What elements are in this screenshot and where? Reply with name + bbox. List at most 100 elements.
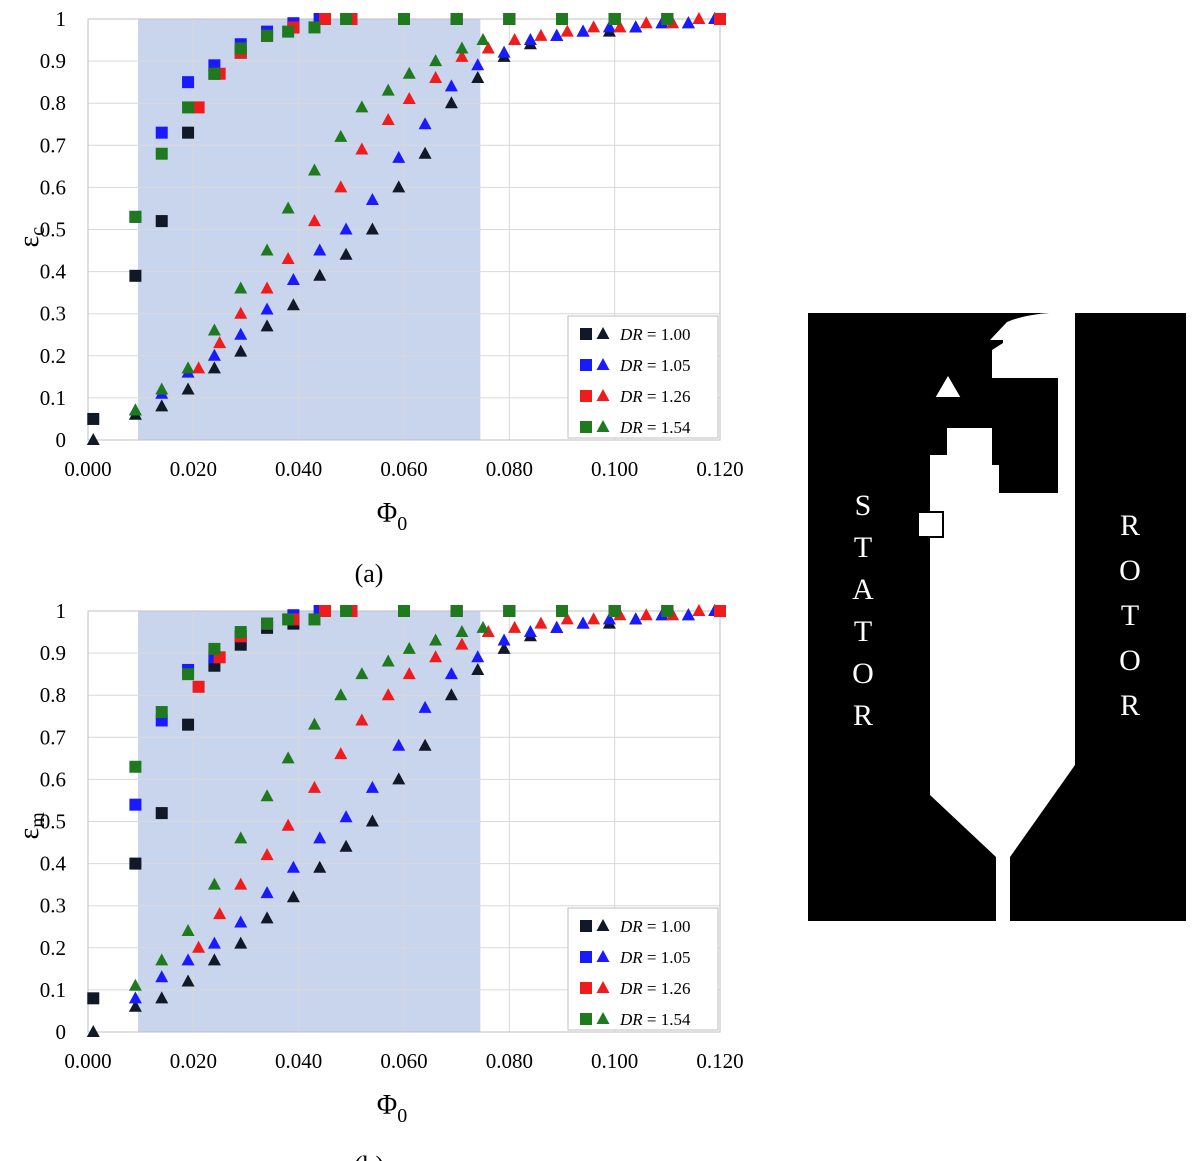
data-point-triangle: [418, 700, 432, 713]
data-point-triangle: [313, 243, 327, 256]
data-point-triangle: [418, 146, 432, 159]
data-point-triangle: [508, 33, 522, 46]
data-point-triangle: [260, 281, 274, 294]
data-point-triangle: [429, 70, 443, 83]
data-point-triangle: [128, 999, 142, 1012]
data-point-square: [608, 13, 621, 25]
data-point-triangle: [576, 24, 590, 37]
data-point-triangle: [181, 382, 195, 395]
data-point-square: [556, 13, 568, 25]
legend: DR = 1.00 DR = 1.05 DR = 1.26 DR = 1.54: [567, 907, 719, 1031]
x-tick-label: 0.080: [486, 457, 533, 481]
legend-square-marker: [580, 390, 592, 402]
data-point-triangle: [286, 273, 300, 286]
series-green-square: [129, 13, 674, 223]
rotor-tooth: [992, 378, 1058, 465]
data-point-triangle: [392, 180, 406, 193]
data-point-square: [308, 613, 321, 626]
data-point-triangle: [234, 831, 248, 844]
data-point-triangle: [476, 33, 490, 46]
data-point-triangle: [681, 16, 695, 29]
y-tick-label: 0.7: [40, 133, 66, 157]
data-point-triangle: [692, 604, 706, 616]
x-tick-label: 0.040: [275, 1049, 322, 1073]
x-tick-label: 0.020: [170, 457, 217, 481]
data-point-triangle: [155, 991, 169, 1004]
legend-square-marker: [580, 1013, 592, 1025]
series-red-triangle: [192, 12, 706, 374]
data-point-triangle: [128, 403, 142, 416]
data-point-square: [234, 626, 247, 639]
data-point-triangle: [207, 936, 221, 949]
data-point-square: [234, 42, 247, 55]
data-point-triangle: [234, 877, 248, 890]
data-point-square: [129, 760, 142, 773]
legend-square-marker: [580, 359, 592, 371]
panel-label: (a): [355, 559, 384, 588]
data-point-triangle: [629, 20, 643, 33]
cavity-outline: [930, 312, 1075, 921]
data-point-triangle: [381, 83, 395, 96]
data-point-square: [398, 605, 410, 617]
data-point-triangle: [307, 717, 321, 730]
data-point-triangle: [234, 344, 248, 357]
data-point-triangle: [339, 839, 353, 852]
legend-triangle-marker: [596, 389, 610, 401]
y-tick-label: 0.6: [40, 767, 66, 791]
data-point-triangle: [334, 747, 348, 760]
data-point-triangle: [429, 650, 443, 663]
data-point-triangle: [402, 91, 416, 104]
legend-entry-label: DR = 1.00: [619, 325, 691, 344]
legend-triangle-marker: [596, 358, 610, 370]
data-point-triangle: [181, 974, 195, 987]
data-point-triangle: [234, 915, 248, 928]
data-point-triangle: [281, 251, 295, 264]
data-point-triangle: [155, 953, 169, 966]
data-point-triangle: [260, 911, 274, 924]
data-point-triangle: [523, 625, 537, 638]
data-point-square: [261, 29, 274, 42]
data-point-triangle: [260, 848, 274, 861]
data-point-triangle: [128, 978, 142, 991]
data-point-triangle: [213, 907, 227, 920]
y-tick-label: 0.9: [40, 49, 66, 73]
data-point-triangle: [339, 810, 353, 823]
y-tick-label: 0.2: [40, 936, 66, 960]
data-point-square: [208, 67, 221, 80]
data-point-triangle: [534, 616, 548, 629]
legend-triangle-marker: [596, 1012, 610, 1024]
y-tick-label: 0.3: [40, 302, 66, 326]
schematic-letter: O: [1119, 554, 1141, 587]
y-tick-label: 0.2: [40, 344, 66, 368]
data-point-triangle: [381, 688, 395, 701]
data-point-triangle: [381, 654, 395, 667]
data-point-triangle: [334, 180, 348, 193]
legend: DR = 1.00 DR = 1.05 DR = 1.26 DR = 1.54: [567, 315, 719, 439]
data-point-square: [129, 857, 142, 870]
data-point-square: [155, 807, 168, 820]
legend-entry-label: DR = 1.00: [619, 917, 691, 936]
data-point-triangle: [471, 650, 485, 663]
data-point-square: [192, 101, 205, 114]
data-point-triangle: [260, 302, 274, 315]
data-point-square: [319, 605, 331, 617]
data-point-triangle: [365, 222, 379, 235]
data-point-square: [282, 613, 295, 626]
series-green-triangle: [128, 620, 490, 991]
data-point-square: [129, 798, 142, 811]
data-point-triangle: [560, 24, 574, 37]
data-point-triangle: [86, 433, 100, 445]
triangle-sensor-marker: [932, 372, 964, 399]
data-point-triangle: [313, 831, 327, 844]
y-tick-label: 0.8: [40, 683, 66, 707]
data-point-triangle: [402, 66, 416, 79]
data-point-triangle: [576, 616, 590, 629]
panel-label: (b): [354, 1151, 384, 1161]
legend-square-marker: [580, 421, 592, 433]
data-point-triangle: [207, 361, 221, 374]
data-point-triangle: [192, 361, 206, 374]
legend-square-marker: [580, 982, 592, 994]
y-axis-label: εm: [14, 812, 49, 840]
data-point-triangle: [497, 45, 511, 58]
data-point-triangle: [639, 16, 653, 29]
